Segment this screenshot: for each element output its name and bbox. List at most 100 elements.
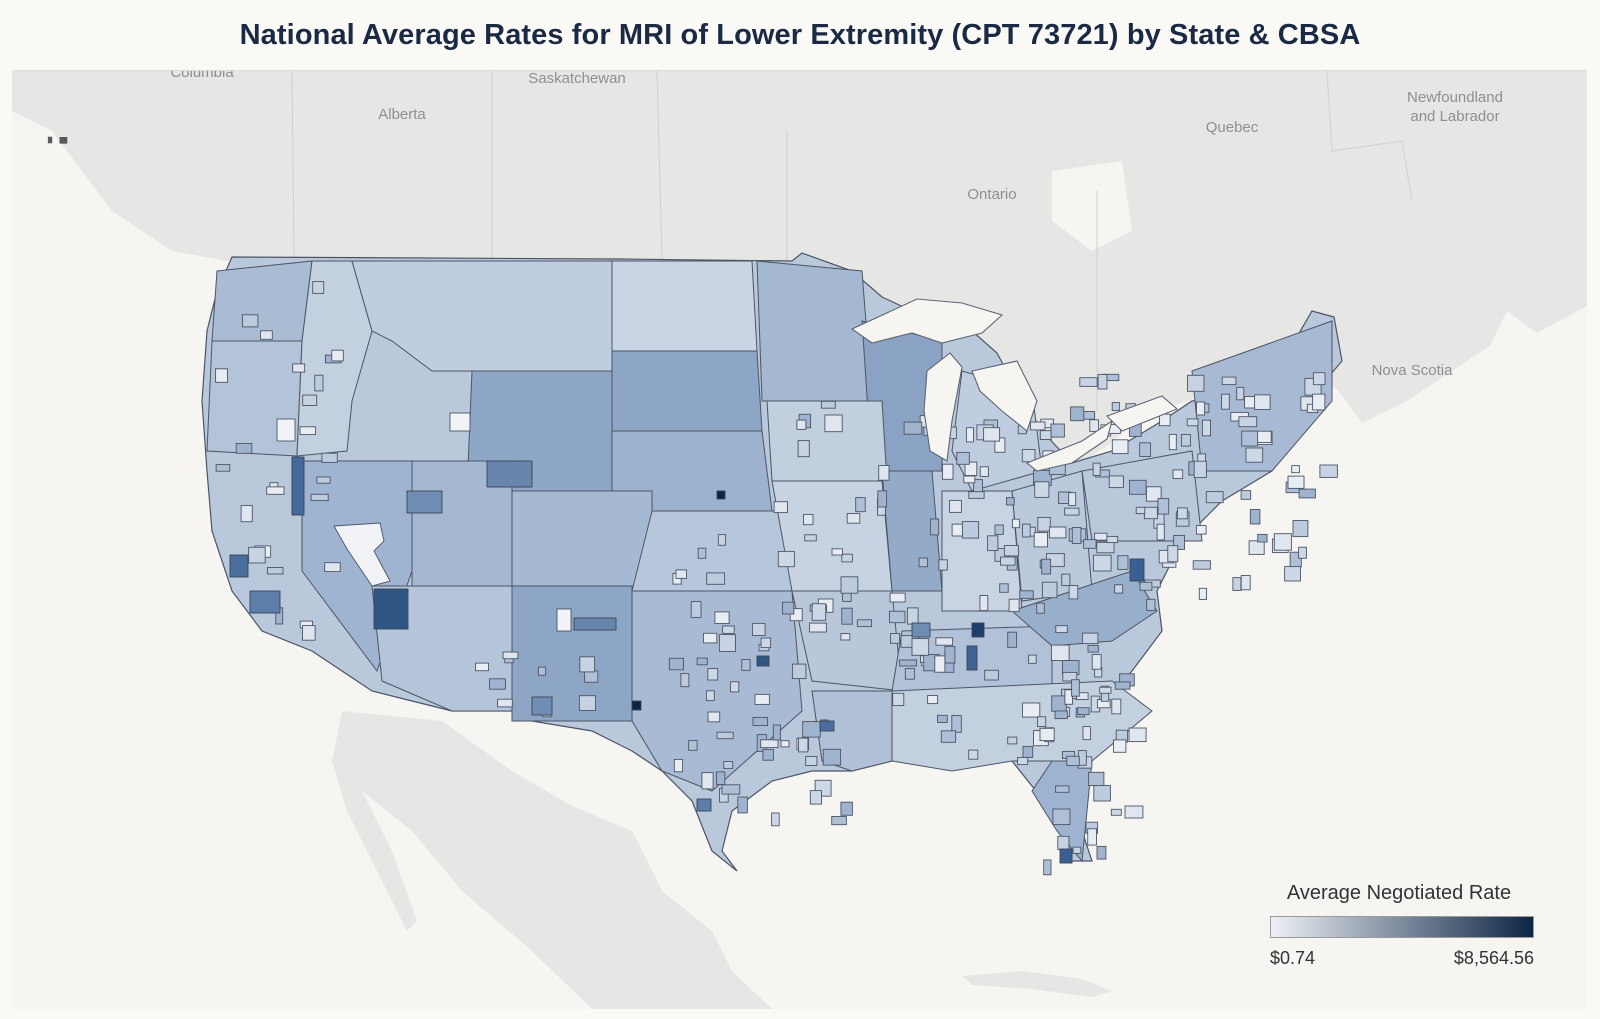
cbsa-region[interactable] [302, 394, 318, 406]
cbsa-region[interactable] [675, 569, 687, 579]
cbsa-region[interactable] [877, 490, 888, 508]
cbsa-region[interactable] [888, 610, 906, 624]
cbsa-region[interactable] [1041, 581, 1058, 599]
cbsa-region[interactable] [809, 790, 822, 805]
cbsa-region[interactable] [1008, 598, 1020, 613]
cbsa-region[interactable] [537, 666, 547, 676]
cbsa-region[interactable] [1205, 491, 1224, 504]
cbsa-region[interactable] [760, 637, 772, 649]
cbsa-region[interactable] [1111, 439, 1129, 455]
cbsa-region[interactable] [1157, 498, 1170, 515]
cbsa-region[interactable] [292, 363, 306, 373]
cbsa-region[interactable] [1093, 554, 1112, 572]
cbsa-region[interactable] [690, 601, 702, 618]
cbsa-region[interactable] [331, 349, 344, 362]
cbsa-region[interactable] [1000, 556, 1016, 566]
cbsa-region[interactable] [890, 633, 901, 644]
cbsa-region[interactable] [1079, 377, 1098, 387]
cbsa-region[interactable] [1007, 736, 1018, 745]
cbsa-region[interactable] [1028, 654, 1037, 664]
cbsa-region[interactable] [1043, 859, 1052, 876]
cbsa-region[interactable] [956, 451, 970, 465]
cbsa-region[interactable] [1198, 587, 1207, 600]
cbsa-region[interactable] [1273, 533, 1292, 551]
cbsa-region[interactable] [1068, 492, 1077, 506]
cbsa-region[interactable] [1082, 726, 1091, 741]
cbsa-region[interactable] [235, 443, 253, 454]
cbsa-region[interactable] [1092, 462, 1101, 476]
cbsa-region[interactable] [831, 816, 847, 826]
cbsa-region[interactable] [707, 711, 721, 723]
cbsa-region[interactable] [1029, 421, 1046, 431]
cbsa-region[interactable] [673, 758, 684, 773]
cbsa-region[interactable] [798, 737, 809, 753]
cbsa-region[interactable] [1312, 372, 1326, 386]
cbsa-region[interactable] [1240, 490, 1252, 500]
cbsa-region[interactable] [942, 463, 954, 480]
cbsa-region[interactable] [935, 637, 954, 646]
cbsa-region[interactable] [1055, 625, 1068, 634]
cbsa-region[interactable] [968, 491, 985, 499]
cbsa-region[interactable] [497, 698, 513, 708]
cbsa-region[interactable] [1017, 756, 1029, 766]
cbsa-region[interactable] [1177, 507, 1188, 520]
cbsa-region[interactable] [729, 681, 740, 693]
cbsa-region[interactable] [1099, 686, 1112, 694]
cbsa-region[interactable] [1039, 430, 1052, 440]
cbsa-region[interactable] [703, 632, 718, 644]
cbsa-region[interactable] [1054, 710, 1068, 720]
cbsa-region[interactable] [1055, 785, 1070, 793]
cbsa-region[interactable] [771, 812, 780, 827]
cbsa-region[interactable] [1087, 828, 1097, 846]
cbsa-region[interactable] [937, 714, 948, 723]
cbsa-region[interactable] [1096, 845, 1107, 860]
cbsa-region[interactable] [1081, 632, 1099, 645]
cbsa-region[interactable] [1064, 507, 1080, 516]
cbsa-region[interactable] [1037, 716, 1047, 728]
cbsa-region[interactable] [723, 761, 734, 769]
cbsa-region[interactable] [266, 567, 284, 575]
cbsa-region[interactable] [722, 625, 735, 634]
cbsa-region[interactable] [929, 518, 940, 536]
cbsa-region[interactable] [760, 739, 779, 749]
cbsa-region[interactable] [502, 651, 519, 660]
cbsa-region[interactable] [840, 576, 859, 594]
cbsa-region[interactable] [1173, 534, 1185, 550]
cbsa-region[interactable] [889, 592, 906, 603]
cbsa-region[interactable] [1319, 464, 1338, 478]
cbsa-region[interactable] [855, 497, 866, 513]
cbsa-region[interactable] [1050, 423, 1065, 438]
cbsa-region[interactable] [878, 465, 890, 481]
cbsa-region[interactable] [1066, 755, 1080, 767]
cbsa-region[interactable] [840, 801, 853, 816]
cbsa-region[interactable] [804, 534, 817, 542]
cbsa-region[interactable] [831, 548, 843, 556]
cbsa-region[interactable] [841, 607, 853, 625]
cbsa-region[interactable] [911, 638, 930, 656]
cbsa-region[interactable] [705, 690, 715, 702]
cbsa-region[interactable] [718, 634, 736, 652]
cbsa-region[interactable] [1022, 702, 1041, 718]
cbsa-region[interactable] [782, 601, 795, 615]
cbsa-region[interactable] [1011, 518, 1020, 529]
cbsa-region[interactable] [489, 678, 506, 690]
cbsa-region[interactable] [1077, 707, 1090, 715]
cbsa-region[interactable] [715, 771, 726, 786]
cbsa-region[interactable] [754, 693, 770, 705]
cbsa-region[interactable] [1240, 575, 1251, 591]
cbsa-region[interactable] [1284, 566, 1301, 582]
cbsa-region[interactable] [1221, 376, 1237, 386]
cbsa-region[interactable] [979, 595, 989, 612]
cbsa-region[interactable] [1070, 406, 1085, 422]
cbsa-region[interactable] [1156, 523, 1165, 541]
cbsa-region[interactable] [773, 501, 788, 514]
cbsa-region[interactable] [302, 625, 316, 641]
cbsa-region[interactable] [1062, 671, 1078, 682]
cbsa-region[interactable] [1019, 590, 1034, 599]
cbsa-region[interactable] [1232, 577, 1242, 591]
cbsa-region[interactable] [951, 523, 964, 537]
cbsa-region[interactable] [1257, 533, 1268, 543]
cbsa-region[interactable] [1187, 374, 1205, 392]
cbsa-region[interactable] [1254, 394, 1271, 410]
cbsa-region[interactable] [240, 504, 253, 523]
